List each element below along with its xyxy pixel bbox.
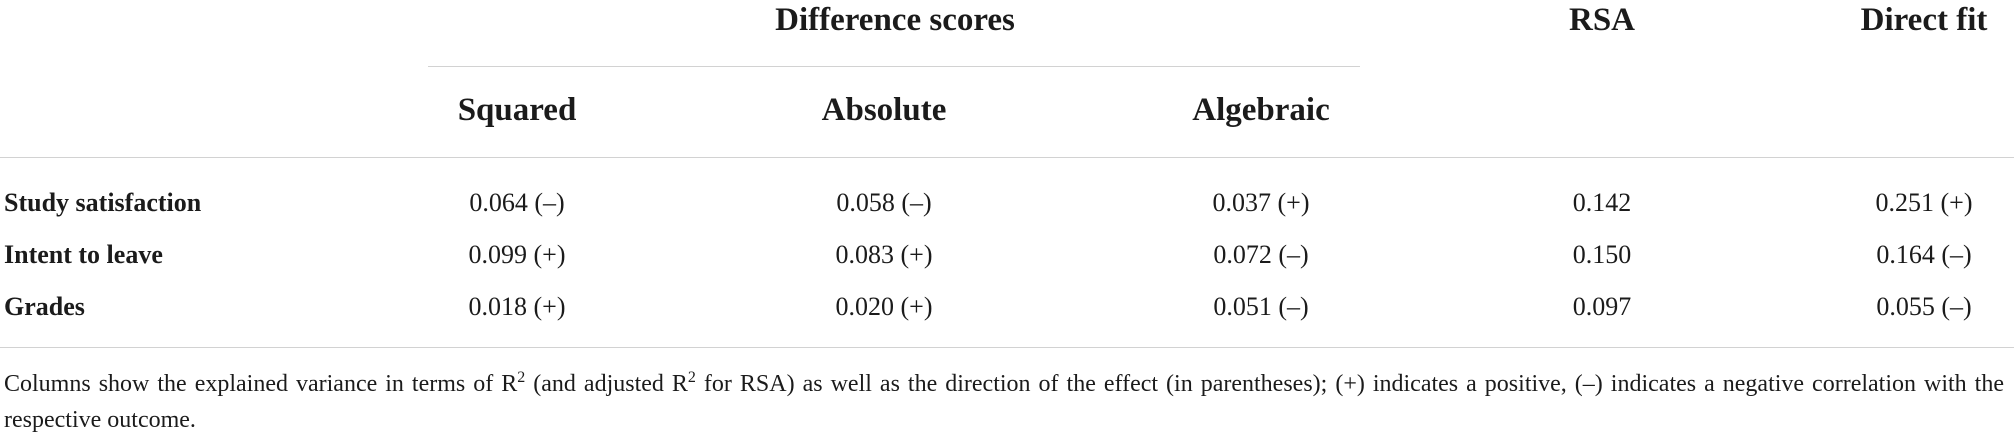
table-cell: 0.097 <box>1572 292 1632 321</box>
table-cell: 0.083 (+) <box>835 240 933 269</box>
table-cell: 0.018 (+) <box>468 292 566 321</box>
column-header-squared: Squared <box>457 92 577 128</box>
table-cell: 0.142 <box>1572 188 1632 217</box>
column-header-rsa: RSA <box>1568 2 1636 38</box>
table-cell: 0.058 (–) <box>836 188 932 217</box>
row-label-intent-to-leave: Intent to leave <box>4 240 163 269</box>
table-cell: 0.055 (–) <box>1876 292 1972 321</box>
table-cell: 0.072 (–) <box>1213 240 1309 269</box>
row-label-grades: Grades <box>4 292 85 321</box>
group-header-difference-scores: Difference scores <box>775 2 1015 38</box>
group-header-rule <box>428 66 1360 67</box>
table-footnote: Columns show the explained variance in t… <box>4 369 2004 434</box>
table-cell: 0.150 <box>1572 240 1632 269</box>
table-cell: 0.020 (+) <box>835 292 933 321</box>
header-bottom-rule <box>0 157 2014 158</box>
table-cell: 0.051 (–) <box>1213 292 1309 321</box>
table-cell: 0.099 (+) <box>468 240 566 269</box>
table-bottom-rule <box>0 347 2014 348</box>
table-cell: 0.164 (–) <box>1876 240 1972 269</box>
column-header-absolute: Absolute <box>821 92 947 128</box>
column-header-direct-fit: Direct fit <box>1860 2 1988 38</box>
table-cell: 0.064 (–) <box>469 188 565 217</box>
row-label-study-satisfaction: Study satisfaction <box>4 188 202 217</box>
column-header-algebraic: Algebraic <box>1192 92 1330 128</box>
table-cell: 0.251 (+) <box>1875 188 1973 217</box>
table-cell: 0.037 (+) <box>1212 188 1310 217</box>
